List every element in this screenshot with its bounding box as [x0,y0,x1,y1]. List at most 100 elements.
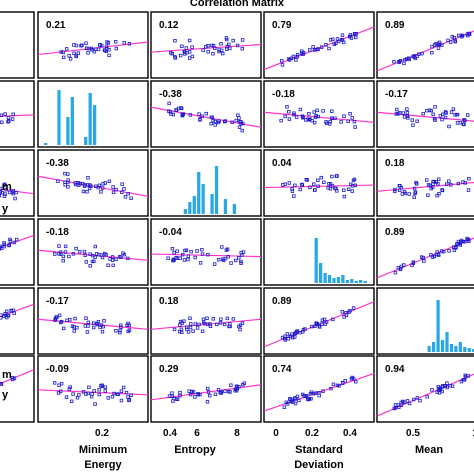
scatter-point [198,261,203,265]
scatter-point [442,250,446,254]
histogram-bar [354,281,358,283]
scatter-point [440,117,444,122]
histogram-bar [472,349,474,352]
scatter-point [114,257,118,262]
scatter-point [0,186,3,191]
scatter-point [440,249,444,253]
scatter-point [316,184,320,188]
variable-label: Minimum [79,444,127,456]
row-label-fragment: m [2,369,12,381]
scatter-point [84,392,88,396]
x-tick-label: 6 [194,428,200,439]
scatter-point [342,114,346,118]
scatter-point [339,37,344,42]
scatter-point [217,48,221,52]
scatter-point [57,244,61,248]
scatter-point [97,388,101,392]
scatter-point [410,118,414,122]
scatter-point [168,110,173,114]
scatter-point [290,187,294,191]
histogram-bar [458,342,462,352]
correlation-label: 0.18 [385,158,405,169]
scatter-point [2,241,6,245]
scatter-point [111,263,115,268]
scatter-point [63,250,68,254]
scatter-point [346,187,351,192]
scatter-point [315,108,319,113]
scatter-point [285,105,289,109]
correlation-label: 0.04 [272,158,292,169]
scatter-point [281,183,285,187]
scatter-point [124,390,129,395]
scatter-point [65,318,69,323]
scatter-point [74,54,78,59]
scatter-point [347,34,352,39]
scatter-point [205,316,209,320]
scatter-point [114,187,118,192]
scatter-point [238,323,243,327]
scatter-point [198,392,202,397]
scatter-point [174,108,178,112]
cell-frame [263,355,375,423]
scatter-point [204,111,209,116]
scatter-point [200,114,204,118]
scatter-point [412,54,417,58]
scatter-point [340,310,345,314]
scatter-point [335,189,339,193]
scatter-point [451,107,456,111]
scatter-point [173,56,178,60]
scatter-point [340,33,345,37]
scatter-point [308,117,312,121]
scatter-point [298,107,303,112]
scatter-point [106,396,110,400]
matrix-cell-r5-c2: 0.29 [150,355,262,423]
scatter-point [440,43,444,47]
scatter-point [211,44,216,48]
scatter-point [93,402,97,406]
histogram-bar [440,340,445,352]
scatter-point [58,250,63,254]
scatter-point [77,250,82,254]
scatter-point [430,255,435,259]
scatter-point [0,247,2,251]
matrix-cell-r3-c0 [0,218,35,286]
scatter-point [174,255,178,260]
scatter-point [6,120,10,124]
scatter-point [331,37,335,41]
scatter-point [103,385,108,389]
scatter-point [349,182,353,187]
scatter-point [13,196,17,201]
scatter-point [120,190,124,194]
correlation-label: 0.29 [159,364,179,375]
scatter-point [222,322,227,327]
histogram-bar [183,209,187,214]
scatter-point [433,105,437,109]
scatter-point [412,186,417,191]
scatter-point [450,35,454,39]
histogram-bar [332,278,336,283]
correlation-label: -0.09 [46,364,69,375]
fit-line [263,372,375,412]
scatter-point [7,243,11,248]
variable-label: Deviation [294,459,344,471]
cell-frame [263,11,375,79]
scatter-point [126,256,130,261]
correlation-label: 0.18 [159,296,179,307]
scatter-point [223,256,228,261]
matrix-cell-r3-c2: -0.04 [150,218,262,286]
correlation-label: -0.04 [159,227,182,238]
x-tick-label: 1 [472,428,474,439]
scatter-point [462,118,466,122]
scatter-point [234,118,238,123]
scatter-point [351,376,356,381]
scatter-point [110,258,115,262]
scatter-point [3,182,7,187]
scatter-point [354,35,358,40]
scatter-point [86,391,90,396]
scatter-point [340,380,345,385]
scatter-point [393,187,397,192]
histogram-bar [449,344,454,352]
scatter-point [171,258,175,263]
scatter-point [122,187,126,191]
matrix-cell-r1-c0 [0,80,35,148]
